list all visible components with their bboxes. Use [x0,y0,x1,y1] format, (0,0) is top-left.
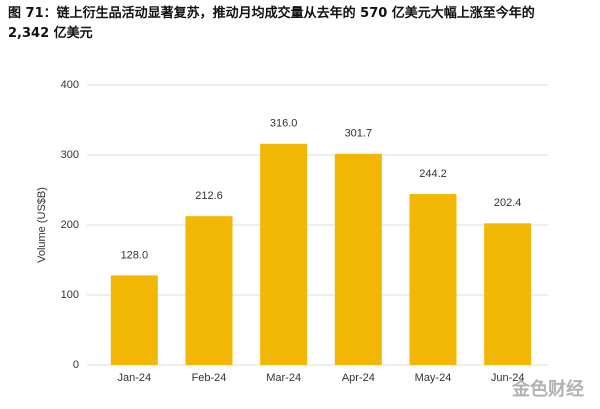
chart-title: 图 71：链上衍生品活动显著复苏，推动月均成交量从去年的 570 亿美元大幅上涨… [8,6,535,41]
y-tick-label: 100 [61,289,79,301]
value-label: 316.0 [270,118,298,130]
x-tick-label: Jun-24 [491,372,525,384]
bar [260,143,308,365]
bar [334,153,382,365]
bar [110,275,158,365]
x-tick-label: May-24 [415,372,452,384]
y-tick-label: 400 [61,79,79,91]
value-label: 301.7 [345,128,373,140]
value-label: 244.2 [419,168,447,180]
x-tick-label: Mar-24 [266,372,301,384]
bar [484,223,532,365]
value-label: 212.6 [195,190,223,202]
bar [409,194,457,365]
x-tick-label: Apr-24 [342,372,375,384]
y-tick-label: 200 [61,219,79,231]
x-tick-label: Feb-24 [192,372,227,384]
value-label: 128.0 [121,249,149,261]
bar [185,216,233,365]
value-label: 202.4 [494,197,522,209]
x-tick-label: Jan-24 [118,372,152,384]
watermark: 金色财经 [511,378,584,399]
y-tick-label: 300 [61,149,79,161]
y-tick-label: 0 [73,359,79,371]
y-axis-label: Volume (US$B) [36,187,48,263]
